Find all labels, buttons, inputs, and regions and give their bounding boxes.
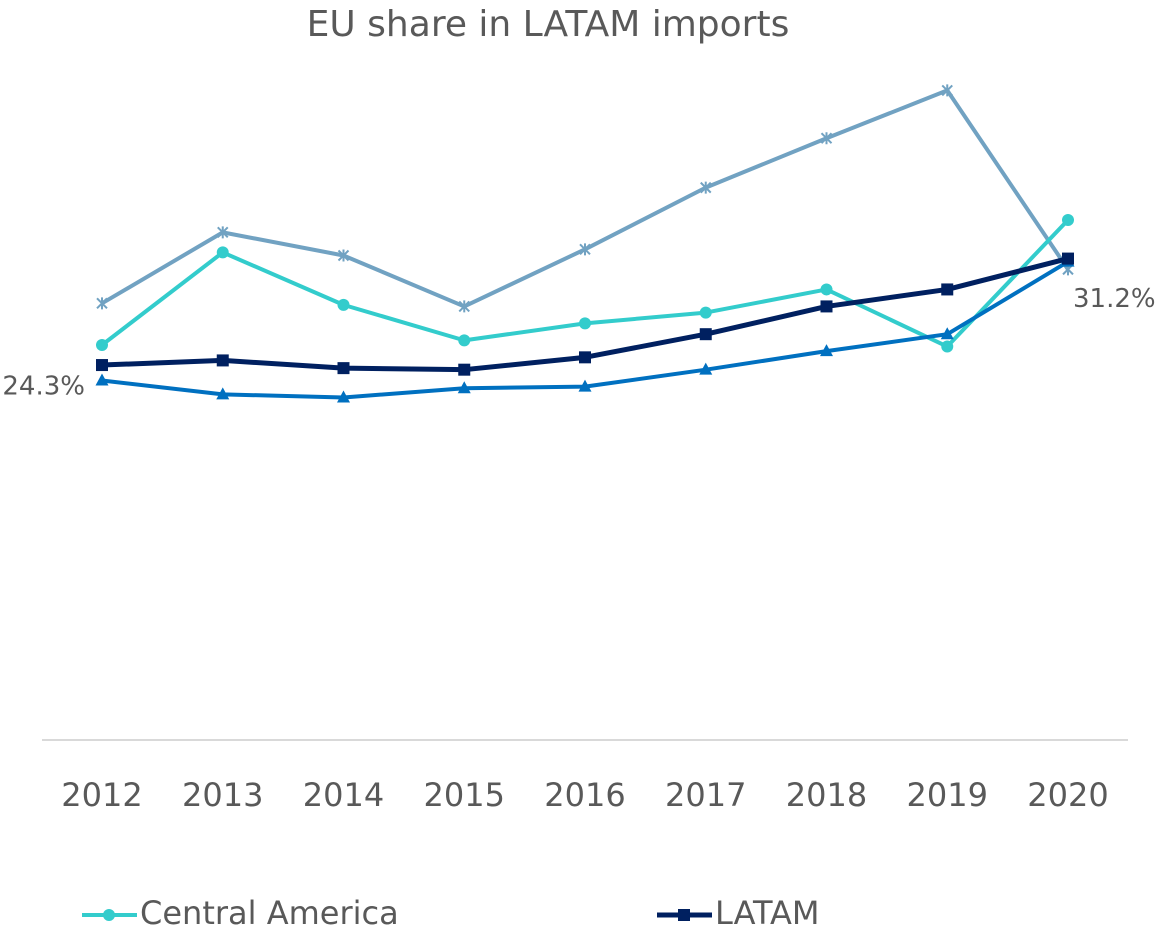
x-tick-label: 2018 [786, 776, 867, 814]
marker [820, 283, 833, 296]
legend-marker [103, 909, 115, 921]
marker [457, 381, 471, 394]
marker [1062, 252, 1074, 265]
marker [458, 363, 471, 376]
marker [699, 328, 712, 341]
legend-label: LATAM [715, 894, 820, 932]
marker [941, 283, 954, 296]
data-label: 24.3% [2, 372, 85, 402]
marker [337, 362, 350, 375]
legend-label: Central America [140, 894, 399, 932]
marker [216, 354, 229, 367]
x-tick-label: 2012 [61, 776, 142, 814]
series-line [101, 259, 1070, 400]
x-tick-label: 2014 [303, 776, 384, 814]
x-tick-label: 2020 [1027, 776, 1108, 814]
marker [940, 327, 954, 340]
marker [700, 181, 712, 194]
legend-marker [678, 909, 690, 921]
marker [820, 132, 833, 145]
marker [95, 373, 109, 386]
marker [579, 243, 591, 256]
marker [337, 298, 350, 311]
x-tick-label: 2017 [665, 776, 746, 814]
marker [820, 300, 833, 313]
marker [458, 334, 471, 347]
marker [820, 344, 833, 357]
marker [579, 351, 591, 364]
x-tick-label: 2019 [907, 776, 988, 814]
marker [941, 340, 954, 353]
marker [699, 306, 712, 319]
marker [217, 226, 229, 239]
marker [1062, 214, 1074, 227]
marker [337, 390, 350, 403]
marker [216, 246, 229, 259]
marker [699, 362, 713, 375]
x-tick-label: 2015 [424, 776, 505, 814]
marker [96, 359, 108, 372]
data-label: 31.2% [1073, 284, 1156, 314]
x-tick-label: 2016 [544, 776, 625, 814]
marker [941, 84, 953, 97]
marker [458, 300, 470, 313]
marker [578, 379, 592, 392]
marker [337, 249, 350, 262]
chart-title: EU share in LATAM imports [307, 4, 790, 45]
marker [579, 317, 591, 330]
marker [216, 387, 230, 400]
marker [96, 297, 108, 310]
marker [96, 338, 108, 351]
series-line [100, 88, 1070, 309]
x-tick-label: 2013 [182, 776, 263, 814]
